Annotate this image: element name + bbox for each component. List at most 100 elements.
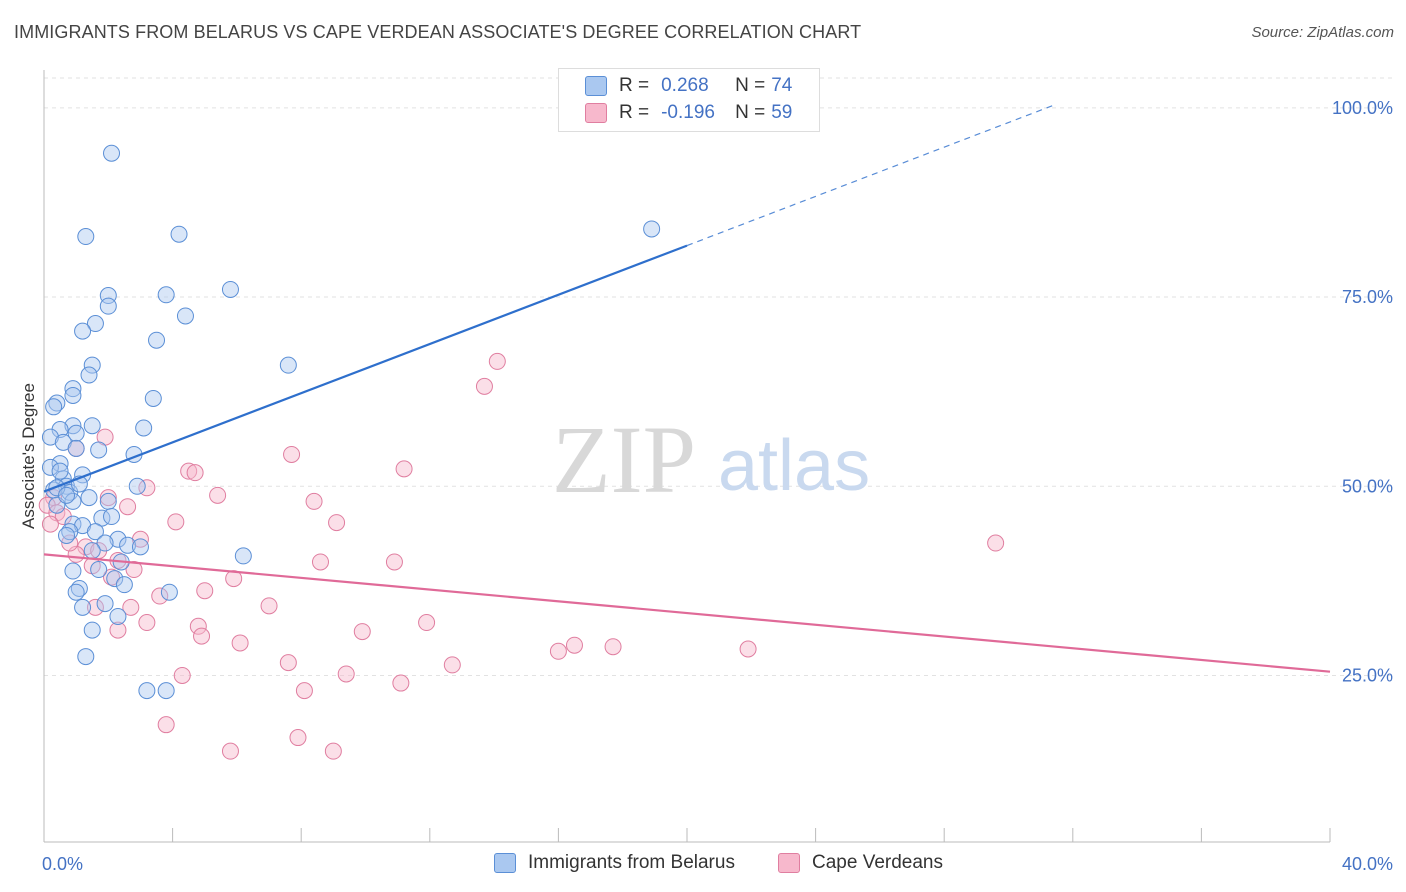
legend-n-label: N = [735, 102, 766, 123]
x-tick-label-min: 0.0% [42, 854, 83, 874]
point-belarus [58, 486, 76, 504]
legend-swatch-pink [778, 853, 800, 873]
legend-r-value: -0.196 [661, 102, 715, 123]
zipatlas-watermark: ZIP atlas [552, 406, 870, 513]
legend-swatch-blue [494, 853, 516, 873]
point-cape-verdean [231, 634, 249, 652]
point-belarus [128, 477, 146, 495]
point-cape-verdean [41, 515, 59, 533]
correlation-legend: R = 0.268 N = 74 R = -0.196 N = 59 [558, 68, 820, 132]
grid-lines [44, 77, 1392, 676]
point-belarus [67, 583, 85, 601]
point-cape-verdean [99, 489, 117, 507]
point-belarus [64, 386, 82, 404]
point-belarus [45, 398, 63, 416]
point-belarus [109, 530, 127, 548]
point-belarus [74, 598, 92, 616]
x-tick-labels: 0.0% 40.0% [42, 854, 1393, 874]
legend-r-value: 0.268 [661, 75, 709, 96]
point-belarus [64, 380, 82, 398]
series-belarus-points [41, 144, 661, 700]
point-cape-verdean [353, 623, 371, 641]
point-belarus [234, 547, 252, 565]
point-cape-verdean [122, 598, 140, 616]
point-belarus [67, 439, 85, 457]
point-belarus [41, 428, 59, 446]
point-belarus [643, 220, 661, 238]
point-cape-verdean [167, 513, 185, 531]
point-cape-verdean [385, 553, 403, 571]
point-belarus [160, 583, 178, 601]
point-cape-verdean [305, 492, 323, 510]
point-belarus [170, 225, 188, 243]
point-belarus [148, 331, 166, 349]
y-tick-label: 25.0% [1342, 665, 1393, 685]
point-cape-verdean [337, 665, 355, 683]
point-cape-verdean [289, 729, 307, 747]
point-belarus [157, 286, 175, 304]
point-cape-verdean [324, 742, 342, 760]
legend-r-label: R = [619, 102, 650, 123]
point-belarus [80, 366, 98, 384]
point-cape-verdean [193, 627, 211, 645]
point-cape-verdean [279, 654, 297, 672]
point-cape-verdean [196, 582, 214, 600]
point-belarus [90, 561, 108, 579]
point-belarus [144, 389, 162, 407]
legend-n-value: 59 [771, 102, 793, 123]
point-belarus [80, 489, 98, 507]
point-belarus [176, 307, 194, 325]
point-cape-verdean [119, 498, 137, 516]
point-cape-verdean [475, 377, 493, 395]
point-belarus [96, 534, 114, 552]
point-belarus [115, 576, 133, 594]
point-belarus [103, 508, 121, 526]
watermark-atlas: atlas [718, 426, 870, 506]
legend-row-cape-verdeans: R = -0.196 N = 59 [585, 100, 792, 126]
x-tick-label-max: 40.0% [1342, 854, 1393, 874]
point-cape-verdean [987, 534, 1005, 552]
point-belarus [83, 621, 101, 639]
point-belarus [74, 322, 92, 340]
series-legend: Immigrants from Belarus Cape Verdeans [0, 852, 1406, 878]
point-belarus [90, 441, 108, 459]
point-belarus [138, 682, 156, 700]
legend-n-label: N = [735, 75, 766, 96]
y-axis-title: Associate's Degree [19, 383, 38, 529]
point-cape-verdean [173, 666, 191, 684]
point-belarus [64, 492, 82, 510]
point-belarus [83, 356, 101, 374]
point-belarus [221, 280, 239, 298]
y-tick-label: 50.0% [1342, 476, 1393, 496]
point-cape-verdean [138, 614, 156, 632]
point-belarus [106, 570, 124, 588]
point-belarus [83, 417, 101, 435]
point-belarus [119, 536, 137, 554]
point-belarus [103, 144, 121, 162]
point-belarus [64, 562, 82, 580]
chart-title: IMMIGRANTS FROM BELARUS VS CAPE VERDEAN … [14, 22, 862, 42]
point-belarus [131, 538, 149, 556]
y-tick-label: 100.0% [1332, 98, 1393, 118]
point-cape-verdean [488, 352, 506, 370]
point-belarus [109, 607, 127, 625]
legend-label-belarus: Immigrants from Belarus [528, 852, 735, 873]
point-belarus [77, 648, 95, 666]
point-cape-verdean [260, 597, 278, 615]
point-cape-verdean [86, 598, 104, 616]
point-cape-verdean [221, 742, 239, 760]
point-cape-verdean [186, 464, 204, 482]
point-belarus [135, 419, 153, 437]
point-belarus [96, 595, 114, 613]
point-cape-verdean [604, 638, 622, 656]
series-cape-verdeans-points [38, 352, 1005, 760]
point-cape-verdean [443, 656, 461, 674]
point-belarus [99, 297, 117, 315]
legend-item-cape-verdeans: Cape Verdeans [778, 852, 943, 874]
point-belarus [77, 228, 95, 246]
point-cape-verdean [180, 462, 198, 480]
legend-swatch-blue [585, 76, 607, 96]
point-cape-verdean [283, 445, 301, 463]
point-belarus [279, 356, 297, 374]
point-cape-verdean [392, 674, 410, 692]
